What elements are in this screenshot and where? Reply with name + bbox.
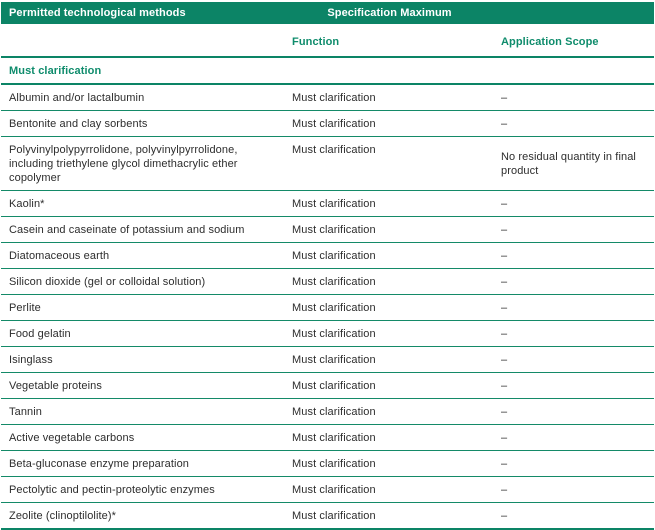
- function-cell: Must clarification: [285, 216, 494, 243]
- table-body: Albumin and/or lactalbumin Must clarifica…: [1, 84, 654, 530]
- function-cell: Must clarification: [285, 398, 494, 425]
- table-header-band: Permitted technological methods Specific…: [1, 2, 654, 24]
- function-cell: Must clarification: [285, 190, 494, 217]
- scope-cell: –: [494, 294, 654, 321]
- col-header-application-scope: Application Scope: [494, 24, 654, 58]
- function-cell: Must clarification: [285, 476, 494, 503]
- function-cell: Must clarification: [285, 450, 494, 477]
- function-cell: Must clarification: [285, 320, 494, 347]
- table-row: Albumin and/or lactalbumin Must clarifica…: [1, 84, 654, 111]
- scope-cell: –: [494, 216, 654, 243]
- method-cell: Albumin and/or lactalbumin: [1, 84, 285, 111]
- table-row: Casein and caseinate of potassium and so…: [1, 216, 654, 243]
- col-header-function: Function: [285, 24, 494, 58]
- scope-cell: –: [494, 450, 654, 477]
- subheader-empty-cell: [1, 24, 285, 58]
- method-cell: Casein and caseinate of potassium and so…: [1, 216, 285, 243]
- method-cell: Bentonite and clay sorbents: [1, 110, 285, 137]
- method-cell: Perlite: [1, 294, 285, 321]
- section-header-row: Must clarification: [1, 57, 654, 85]
- table-row: Tannin Must clarification –: [1, 398, 654, 425]
- scope-cell: –: [494, 476, 654, 503]
- scope-cell: –: [494, 268, 654, 295]
- function-cell: Must clarification: [285, 502, 494, 530]
- table-row: Pectolytic and pectin-proteolytic enzyme…: [1, 476, 654, 503]
- scope-cell: –: [494, 398, 654, 425]
- method-cell: Silicon dioxide (gel or colloidal soluti…: [1, 268, 285, 295]
- function-cell: Must clarification: [285, 424, 494, 451]
- table-row: Polyvinylpolypyrrolidone, polyvinylpyrro…: [1, 136, 654, 191]
- method-cell: Pectolytic and pectin-proteolytic enzyme…: [1, 476, 285, 503]
- table-row: Kaolin* Must clarification –: [1, 190, 654, 217]
- scope-cell: –: [494, 110, 654, 137]
- function-cell: Must clarification: [285, 268, 494, 295]
- function-cell: Must clarification: [285, 242, 494, 269]
- table-row: Active vegetable carbons Must clarificati…: [1, 424, 654, 451]
- method-cell: Diatomaceous earth: [1, 242, 285, 269]
- function-cell: Must clarification: [285, 346, 494, 373]
- section-header-label: Must clarification: [1, 57, 654, 85]
- scope-cell: –: [494, 242, 654, 269]
- table-row: Vegetable proteins Must clarification –: [1, 372, 654, 399]
- method-cell: Food gelatin: [1, 320, 285, 347]
- function-cell: Must clarification: [285, 372, 494, 399]
- scope-cell: –: [494, 346, 654, 373]
- col-header-spec-max: Specification Maximum: [327, 7, 452, 19]
- table-row: Bentonite and clay sorbents Must clarific…: [1, 110, 654, 137]
- method-cell: Vegetable proteins: [1, 372, 285, 399]
- table-row: Perlite Must clarification –: [1, 294, 654, 321]
- method-cell: Tannin: [1, 398, 285, 425]
- method-cell: Polyvinylpolypyrrolidone, polyvinylpyrro…: [1, 136, 285, 191]
- function-cell: Must clarification: [285, 136, 494, 191]
- table-row: Isinglass Must clarification –: [1, 346, 654, 373]
- table-row: Beta-gluconase enzyme preparation Must cl…: [1, 450, 654, 477]
- function-cell: Must clarification: [285, 110, 494, 137]
- method-cell: Beta-gluconase enzyme preparation: [1, 450, 285, 477]
- scope-cell: No residual quantity in final product: [494, 136, 654, 191]
- table-row: Silicon dioxide (gel or colloidal soluti…: [1, 268, 654, 295]
- method-cell: Isinglass: [1, 346, 285, 373]
- table-row: Food gelatin Must clarification –: [1, 320, 654, 347]
- scope-cell: –: [494, 372, 654, 399]
- function-cell: Must clarification: [285, 294, 494, 321]
- scope-cell: –: [494, 502, 654, 530]
- method-cell: Kaolin*: [1, 190, 285, 217]
- method-cell: Zeolite (clinoptilolite)*: [1, 502, 285, 530]
- table-subheader: Function Application Scope: [1, 24, 654, 58]
- scope-cell: –: [494, 320, 654, 347]
- col-header-spec-max-cell: Specification Maximum: [285, 2, 654, 24]
- method-cell: Active vegetable carbons: [1, 424, 285, 451]
- scope-cell: –: [494, 424, 654, 451]
- table-row: Diatomaceous earth Must clarification –: [1, 242, 654, 269]
- scope-cell: –: [494, 190, 654, 217]
- col-header-methods: Permitted technological methods: [1, 2, 285, 24]
- scope-cell: –: [494, 84, 654, 111]
- table-row: Zeolite (clinoptilolite)* Must clarificat…: [1, 502, 654, 530]
- function-cell: Must clarification: [285, 84, 494, 111]
